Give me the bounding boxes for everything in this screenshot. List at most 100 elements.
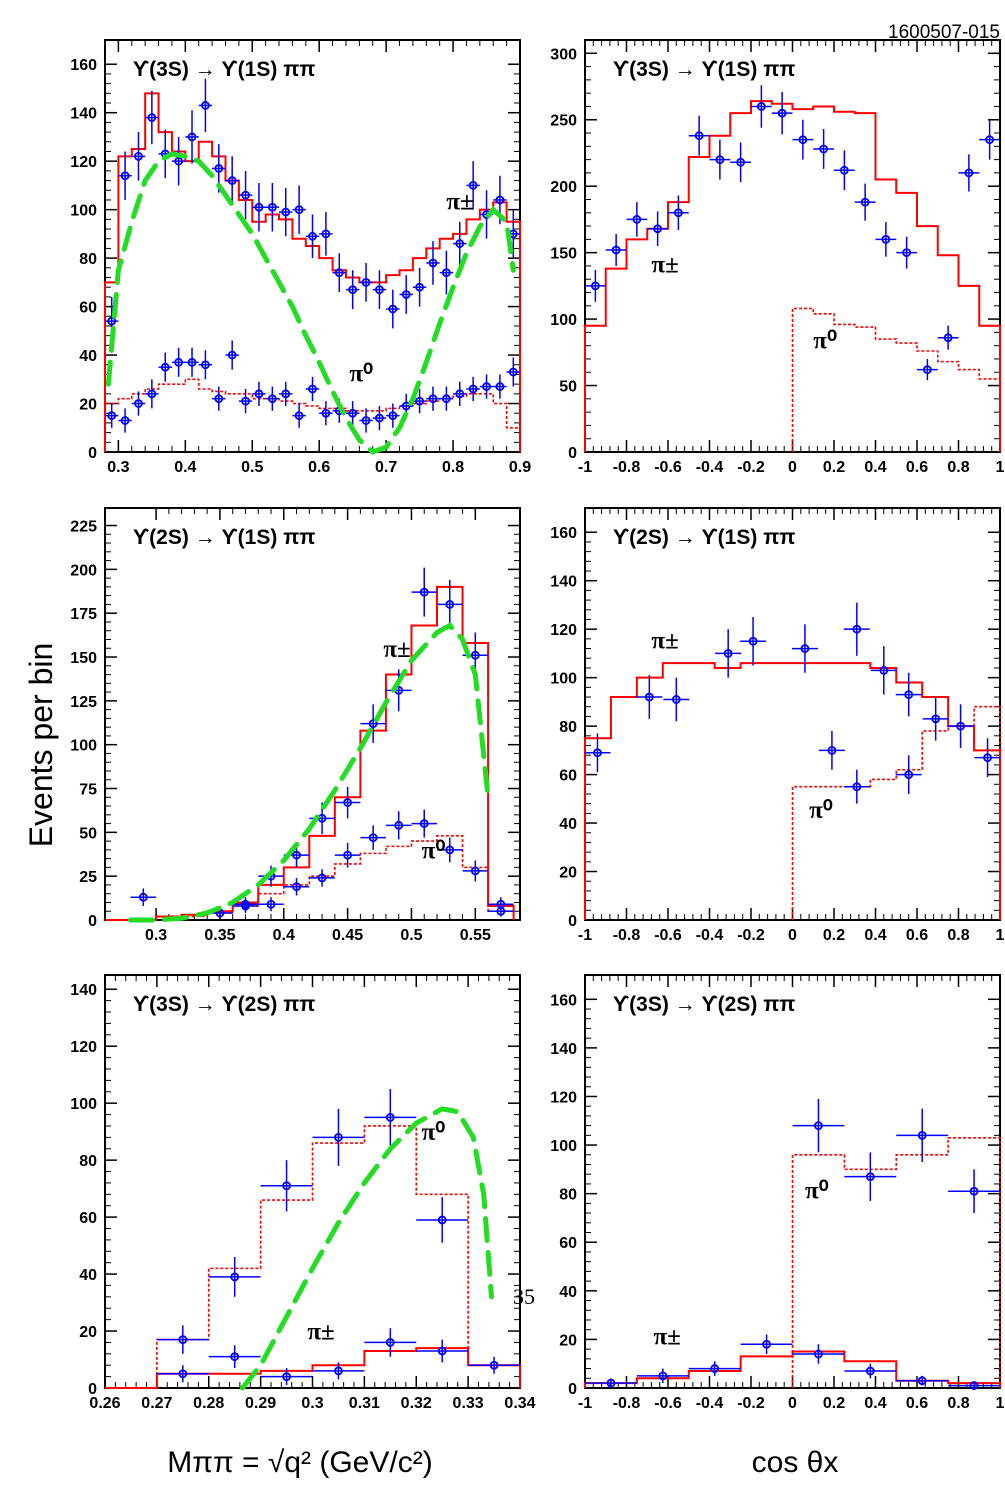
data-point xyxy=(294,411,304,421)
data-point xyxy=(281,389,291,399)
x-tick-label: 0.29 xyxy=(245,1395,276,1412)
x-tick-label: 0.27 xyxy=(141,1395,172,1412)
data-point xyxy=(361,277,371,287)
y-tick-label: 25 xyxy=(79,869,97,886)
data-point xyxy=(419,819,429,828)
data-point xyxy=(120,416,130,425)
mc-histogram-solid xyxy=(105,585,515,921)
panel-p2: -1 -0.8 -0.6 -0.4 -0.2 0 0.2 0.4 0.6 0.8 1 0 50 100 15… xyxy=(550,39,1005,476)
data-point xyxy=(777,108,787,118)
y-tick-label: 100 xyxy=(70,1096,97,1113)
y-tick-label: 140 xyxy=(70,982,97,999)
data-point xyxy=(814,1121,823,1131)
data-point xyxy=(455,389,465,399)
x-tick-label: 0.26 xyxy=(89,1395,120,1412)
data-point xyxy=(266,899,276,909)
panel-p1: 0.3 0.4 0.5 0.6 0.7 0.8 0.9 0 20 40 60 80 100 120 140 1… xyxy=(70,39,531,476)
x-tick-label: 0.9 xyxy=(509,459,531,476)
data-point xyxy=(394,820,404,830)
x-tick-label: -0.4 xyxy=(696,1395,724,1412)
data-point xyxy=(593,748,602,758)
mc-histogram-dashed xyxy=(791,1136,1001,1388)
x-tick-label: 1 xyxy=(996,927,1005,944)
y-tick-label: 0 xyxy=(88,1381,97,1398)
data-point xyxy=(489,1360,499,1370)
y-tick-label: 40 xyxy=(559,1284,577,1301)
theory-curve xyxy=(239,1106,494,1391)
y-tick-label: 120 xyxy=(70,1039,97,1056)
y-tick-label: 140 xyxy=(550,574,577,591)
data-point xyxy=(865,1366,875,1376)
y-tick-label: 20 xyxy=(559,1332,577,1349)
x-tick-label: 0.6 xyxy=(308,459,330,476)
mc-histogram-dashed xyxy=(105,835,515,921)
x-tick-label: -1 xyxy=(578,1395,592,1412)
data-point xyxy=(715,155,725,165)
data-point xyxy=(201,101,210,110)
y-tick-label: 120 xyxy=(550,1089,577,1106)
data-point xyxy=(388,304,398,314)
data-point xyxy=(922,365,932,375)
data-point xyxy=(762,1339,771,1349)
x-tick-label: 0.4 xyxy=(864,459,886,476)
data-point xyxy=(819,144,829,154)
mc-histogram-solid xyxy=(584,662,1001,920)
data-point xyxy=(852,782,862,792)
data-point xyxy=(798,135,808,145)
theory-curve xyxy=(128,622,491,923)
y-tick-label: 300 xyxy=(550,46,577,63)
x-tick-label: -0.2 xyxy=(737,459,765,476)
data-point xyxy=(267,202,277,212)
y-tick-label: 150 xyxy=(70,650,97,667)
x-tick-label: 0.4 xyxy=(174,459,196,476)
data-point xyxy=(282,1372,291,1382)
y-tick-label: 140 xyxy=(70,106,97,123)
series-label: π± xyxy=(651,628,678,655)
y-tick-label: 100 xyxy=(550,671,577,688)
x-tick-label: 0.5 xyxy=(241,459,263,476)
y-tick-label: 50 xyxy=(559,379,577,396)
x-tick-label: 0.35 xyxy=(204,927,235,944)
y-tick-label: 175 xyxy=(70,606,97,623)
series-label: π⁰ xyxy=(813,327,837,354)
data-point xyxy=(445,600,455,609)
data-point xyxy=(147,113,157,122)
data-point xyxy=(653,224,663,234)
x-tick-label: -0.2 xyxy=(737,1395,765,1412)
y-tick-label: 60 xyxy=(79,1210,97,1227)
y-tick-label: 20 xyxy=(559,865,577,882)
data-point xyxy=(361,416,371,425)
data-point xyxy=(138,892,148,902)
x-tick-label: 0.6 xyxy=(906,459,928,476)
data-point xyxy=(468,181,478,190)
data-point xyxy=(227,176,237,185)
data-point xyxy=(969,1381,979,1390)
y-tick-label: 40 xyxy=(79,348,97,365)
x-axis-label-right: cos θx xyxy=(752,1446,839,1479)
data-point xyxy=(508,367,518,377)
series-label: π⁰ xyxy=(349,361,373,388)
x-tick-label: -0.4 xyxy=(696,459,724,476)
page-number: 35 xyxy=(513,1284,535,1309)
data-point xyxy=(441,268,451,278)
mc-histogram-dashed xyxy=(104,378,521,452)
data-point xyxy=(174,156,184,166)
data-point xyxy=(904,770,914,779)
panel-title: ϒ(3S) → ϒ(1S) ππ xyxy=(133,58,315,81)
x-tick-label: 0.4 xyxy=(864,1395,886,1412)
data-point xyxy=(187,132,197,142)
data-point xyxy=(254,389,264,399)
data-point xyxy=(956,721,965,731)
x-tick-label: 0.4 xyxy=(273,927,295,944)
x-tick-label: -0.6 xyxy=(654,1395,682,1412)
data-point xyxy=(917,1130,927,1140)
panel-title: ϒ(3S) → ϒ(1S) ππ xyxy=(613,58,795,81)
x-tick-label: -0.6 xyxy=(654,459,682,476)
x-tick-label: -0.8 xyxy=(613,1395,641,1412)
data-point xyxy=(969,1186,979,1196)
data-point xyxy=(428,394,438,404)
data-point xyxy=(241,899,250,909)
y-tick-label: 40 xyxy=(559,816,577,833)
data-point xyxy=(723,649,733,658)
data-point xyxy=(865,1172,875,1182)
